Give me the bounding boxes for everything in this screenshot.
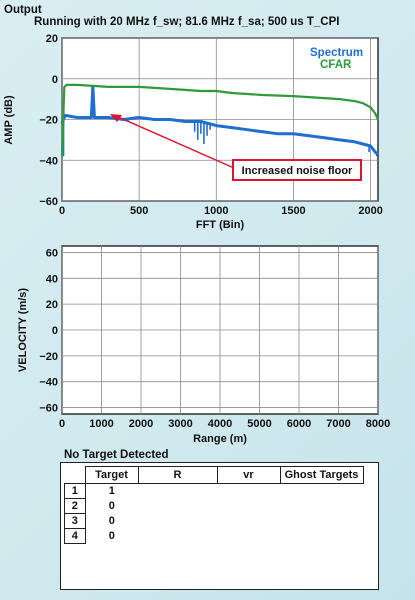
results-table: Target R vr Ghost Targets 1 1 2 0 3 0 [64, 466, 364, 544]
legend-spectrum: Spectrum [310, 47, 363, 59]
column-header-target: Target [84, 466, 139, 484]
target-value: 1 [108, 485, 115, 498]
spectrum-chart: 20 0 −20 −40 −60 0 500 1000 1500 2000 Spectrum C… [3, 33, 383, 231]
target-value: 0 [108, 530, 115, 542]
table-row: 2 0 [64, 498, 364, 514]
x-tick-label: 8000 [366, 418, 390, 430]
x-tick-label: 1500 [281, 205, 305, 217]
table-row: 1 1 [64, 483, 364, 499]
series-spectrum-line [60, 85, 379, 156]
x-tick-label: 500 [130, 205, 148, 217]
x-tick-label: 1000 [204, 205, 228, 217]
x-tick-label: 1000 [89, 418, 113, 430]
column-header-r: R [137, 466, 218, 484]
annotation: Increased noise floor [110, 114, 362, 181]
row-index: 4 [64, 528, 86, 544]
y-tick-label: −40 [39, 377, 58, 389]
column-header-ghost-targets: Ghost Targets [279, 466, 364, 484]
x-tick-label: 7000 [326, 418, 350, 430]
y-tick-label: 60 [46, 247, 58, 259]
y-tick-label: 20 [46, 33, 58, 45]
legend-cfar: CFAR [320, 59, 352, 71]
series-cfar-line [60, 83, 379, 157]
results-panel: Target R vr Ghost Targets 1 1 2 0 3 0 [60, 462, 379, 590]
x-axis-label: FFT (Bin) [196, 219, 245, 231]
column-header-vr: vr [216, 466, 281, 484]
table-row: 4 0 [64, 528, 364, 544]
x-tick-label: 6000 [287, 418, 311, 430]
annotation-arrow [115, 115, 235, 169]
y-tick-label: 0 [52, 325, 58, 337]
x-tick-label: 3000 [168, 418, 192, 430]
table-row: 3 0 [64, 513, 364, 529]
y-tick-label: 40 [46, 273, 58, 285]
y-tick-label: −20 [39, 115, 58, 127]
x-tick-label: 0 [59, 205, 65, 217]
header-subtitle: Running with 20 MHz f_sw; 81.6 MHz f_sa;… [34, 16, 340, 28]
y-axis-label: VELOCITY (m/s) [17, 288, 29, 372]
y-tick-label: 20 [46, 299, 58, 311]
detection-status: No Target Detected [64, 449, 169, 461]
y-tick-label: −60 [39, 196, 58, 208]
x-tick-label: 2000 [358, 205, 382, 217]
y-tick-label: −60 [39, 403, 58, 415]
annotation-box [232, 159, 362, 181]
x-tick-label: 2000 [129, 418, 153, 430]
y-axis-label: AMP (dB) [3, 95, 15, 145]
y-tick-label: −20 [39, 351, 58, 363]
y-tick-label: −40 [39, 155, 58, 167]
annotation-arrowhead [110, 114, 122, 122]
target-value: 0 [108, 500, 115, 512]
target-value: 0 [108, 515, 115, 527]
header-title: Output [4, 4, 42, 16]
row-index: 1 [64, 483, 86, 499]
table-header-row: Target R vr Ghost Targets [65, 466, 364, 484]
annotation-label: Increased noise floor [242, 165, 353, 177]
velocity-range-chart: 60 40 20 0 −20 −40 −60 0 1000 2000 3000 4000 5000 60… [17, 245, 390, 445]
x-tick-label: 0 [59, 418, 65, 430]
row-index: 3 [64, 513, 86, 529]
x-tick-label: 5000 [247, 418, 271, 430]
y-tick-label: 0 [52, 74, 58, 86]
x-axis-label: Range (m) [193, 433, 247, 445]
x-tick-label: 4000 [208, 418, 232, 430]
row-index: 2 [64, 498, 86, 514]
